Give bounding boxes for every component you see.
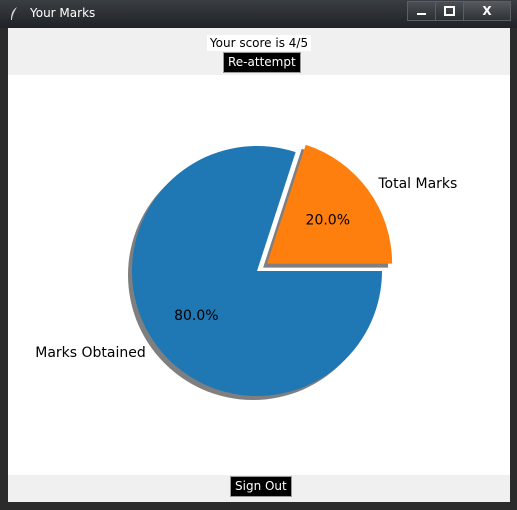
window-title: Your Marks: [30, 6, 96, 20]
score-label-row: Your score is 4/5: [8, 32, 510, 51]
marks-pie-chart: 80.0% Marks Obtained 20.0% Total Marks: [35, 144, 457, 401]
footer-frame: Sign Out: [8, 475, 510, 502]
pie-category-label: Marks Obtained: [35, 345, 146, 361]
close-button[interactable]: X: [463, 1, 511, 21]
sign-out-button[interactable]: Sign Out: [230, 476, 292, 497]
minimize-icon: [417, 12, 426, 15]
score-label: Your score is 4/5: [206, 35, 312, 51]
window-titlebar[interactable]: Your Marks X: [0, 0, 517, 28]
pie-slice-marks-obtained: [132, 146, 382, 396]
minimize-button[interactable]: [407, 1, 436, 21]
close-icon: X: [482, 4, 492, 18]
window-client-area: Your score is 4/5 Re-attempt 80.0% Marks …: [8, 28, 510, 502]
pie-category-label: Total Marks: [377, 176, 457, 192]
pie-percent-label: 80.0%: [174, 308, 218, 324]
pie-slices: [132, 144, 393, 396]
feather-icon: [11, 7, 17, 20]
reattempt-button[interactable]: Re-attempt: [223, 52, 301, 73]
maximize-button[interactable]: [435, 1, 464, 21]
pie-percent-label: 20.0%: [306, 213, 350, 229]
header-frame: Your score is 4/5 Re-attempt: [8, 28, 510, 75]
pie-labels: 80.0% Marks Obtained 20.0% Total Marks: [35, 176, 457, 361]
maximize-icon: [444, 6, 455, 16]
pie-slice-total-marks: [267, 144, 393, 264]
